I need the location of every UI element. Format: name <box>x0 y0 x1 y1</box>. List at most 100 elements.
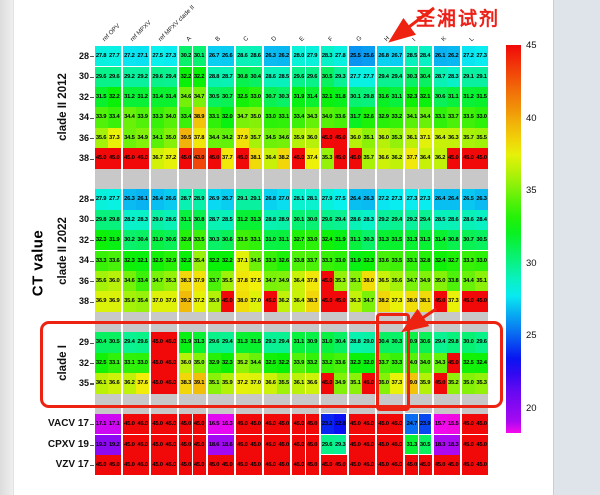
heatmap-cell: 32.5 <box>94 352 108 374</box>
heatmap-cell: 32.8 <box>179 230 193 251</box>
heatmap-cell: 34.6 <box>122 270 136 292</box>
heatmap-cell: 31.3 <box>249 209 263 230</box>
heatmap-cell: 27.8 <box>94 46 108 67</box>
heatmap-cell: 45.0 <box>151 332 165 353</box>
heatmap-cell: 38.3 <box>179 373 193 394</box>
heatmap-cell: 45.0 <box>377 455 391 476</box>
heatmap-cell: 33.0 <box>333 250 347 271</box>
heatmap-cell: 29.8 <box>446 332 460 353</box>
spacer-cell <box>348 168 376 190</box>
heatmap-cell: 29.6 <box>475 332 489 353</box>
heatmap-cell: 29.3 <box>333 66 347 87</box>
heatmap-cell: 31.4 <box>151 86 165 108</box>
heatmap-cell: 34.7 <box>151 270 165 292</box>
heatmap-cell: 27.7 <box>362 66 376 87</box>
heatmap-cell: 30.6 <box>220 230 234 251</box>
heatmap-cell: 26.5 <box>461 189 475 210</box>
heatmap-cell: 32.1 <box>136 250 150 271</box>
heatmap-cell: 36.9 <box>94 291 108 312</box>
row-tick-mark <box>90 138 94 140</box>
heatmap-cell: 37.2 <box>192 291 206 312</box>
page-right-margin-strip <box>553 0 600 495</box>
heatmap-cell: 31.5 <box>249 332 263 353</box>
heatmap-cell: 37.2 <box>164 148 178 169</box>
heatmap-cell: 33.3 <box>94 250 108 271</box>
spacer-cell <box>235 168 263 190</box>
heatmap-cell: 34.1 <box>405 107 419 128</box>
heatmap-cell: 31.5 <box>390 230 404 251</box>
heatmap-cell: 31.3 <box>405 434 419 455</box>
heatmap-cell: 28.6 <box>461 209 475 230</box>
heatmap-cell: 35.9 <box>207 291 221 312</box>
heatmap-cell: 33.5 <box>390 250 404 271</box>
row-tick-label: CPXV 19 <box>47 438 89 450</box>
heatmap-cell: 45.0 <box>461 455 475 476</box>
heatmap-cell: 37.1 <box>418 127 432 149</box>
spacer-cell <box>433 393 460 414</box>
heatmap-cell: 18.6 <box>220 434 234 455</box>
heatmap-cell: 45.0 <box>475 291 489 312</box>
heatmap-cell: 36.6 <box>305 373 319 394</box>
heatmap-cell: 29.4 <box>418 209 432 230</box>
heatmap-cell: 19.3 <box>94 434 108 455</box>
heatmap-cell: 31.0 <box>151 230 165 251</box>
heatmap-cell: 33.6 <box>377 250 391 271</box>
heatmap-cell: 30.6 <box>164 230 178 251</box>
heatmap-cell: 34.3 <box>305 107 319 128</box>
heatmap-cell: 31.1 <box>179 209 193 230</box>
heatmap-cell: 32.0 <box>362 352 376 374</box>
heatmap-cell: 35.3 <box>390 127 404 149</box>
row-tick-label: VZV 17 <box>55 459 89 471</box>
heatmap-cell: 30.3 <box>277 86 291 108</box>
heatmap-cell: 30.0 <box>461 332 475 353</box>
heatmap-cell: 35.0 <box>164 127 178 149</box>
heatmap-cell: 34.7 <box>235 107 249 128</box>
heatmap-cell: 31.2 <box>235 209 249 230</box>
heatmap-cell: 45.0 <box>333 127 347 149</box>
spacer-cell <box>405 168 432 190</box>
heatmap-cell: 35.7 <box>249 127 263 149</box>
heatmap-cell: 45.0 <box>305 434 319 455</box>
heatmap-cell: 26.8 <box>264 189 278 210</box>
spacer-cell <box>94 393 121 414</box>
heatmap-cell: 28.3 <box>446 66 460 87</box>
heatmap-cell: 26.4 <box>433 189 447 210</box>
heatmap-cell: 34.4 <box>418 107 432 128</box>
heatmap-cell: 36.4 <box>292 291 306 312</box>
heatmap-cell: 37.2 <box>235 373 249 394</box>
heatmap-cell: 45.0 <box>264 414 278 435</box>
heatmap-cell: 34.6 <box>277 127 291 149</box>
heatmap-cell: 33.1 <box>207 107 221 128</box>
heatmap-cell: 33.1 <box>433 107 447 128</box>
heatmap-cell: 30.4 <box>94 332 108 353</box>
heatmap-cell: 29.1 <box>235 189 249 210</box>
heatmap-cell: 32.5 <box>151 250 165 271</box>
heatmap-cell: 33.2 <box>390 107 404 128</box>
row-tick-mark <box>90 444 94 446</box>
heatmap-cell: 30.1 <box>292 209 306 230</box>
spacer-cell <box>292 168 319 190</box>
heatmap-cell: 28.5 <box>220 209 234 230</box>
row-tick-mark <box>90 97 94 99</box>
row-tick-mark <box>90 240 94 242</box>
heatmap-cell: 23.2 <box>320 414 334 435</box>
heatmap-cell: 45.0 <box>377 434 391 455</box>
heatmap-cell: 35.3 <box>333 270 347 292</box>
white-highlight-box <box>318 412 348 456</box>
heatmap-cell: 32.2 <box>277 352 291 374</box>
heatmap-cell: 35.3 <box>475 373 489 394</box>
spacer-cell <box>320 168 347 190</box>
heatmap-cell: 30.4 <box>249 66 263 87</box>
heatmap-cell: 33.8 <box>292 250 306 271</box>
heatmap-cell: 45.0 <box>362 434 376 455</box>
heatmap-cell: 34.7 <box>405 270 419 292</box>
heatmap-cell: 36.4 <box>292 270 306 292</box>
row-tick-mark <box>90 158 94 160</box>
heatmap-cell: 31.4 <box>305 86 319 108</box>
heatmap-cell: 29.1 <box>475 66 489 87</box>
heatmap-cell: 34.0 <box>418 352 432 374</box>
column-header: D <box>270 34 279 43</box>
heatmap-cell: 36.0 <box>305 127 319 149</box>
heatmap-cell: 30.1 <box>348 86 362 108</box>
heatmap-cell: 45.0 <box>192 414 206 435</box>
